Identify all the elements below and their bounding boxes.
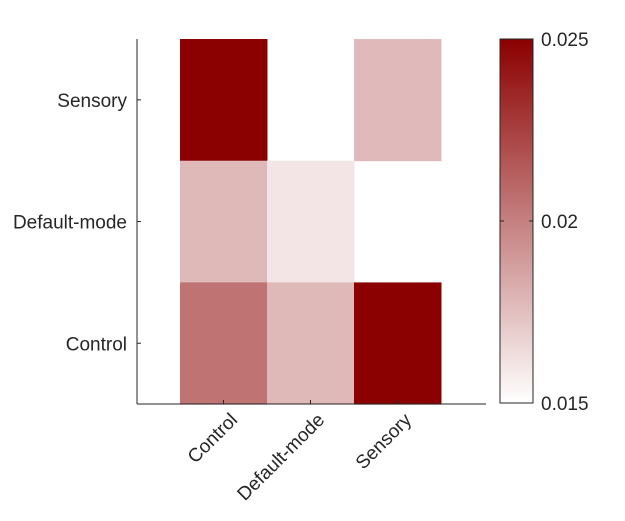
y-tick-labels: Sensory Default-mode Control [13,91,128,355]
colorbar-tick-label: 0.02 [541,212,578,233]
y-tick-label: Control [66,334,127,355]
colorbar: 0.015 0.02 0.025 [499,30,589,415]
colorbar-tick-label: 0.025 [541,30,589,51]
heatmap-cell-sensory-control [180,39,268,162]
y-tick-label: Sensory [57,91,127,112]
x-tick-label: Sensory [352,409,416,473]
heatmap-cell-control-sensory [354,282,442,405]
heatmap-axes [136,39,486,405]
heatmap-cell-control-control [180,282,268,405]
y-tick-label: Default-mode [13,213,127,234]
colorbar-tick-label: 0.015 [541,394,589,415]
heatmap-cell-default-mode-default-mode [267,160,355,283]
heatmap-cell-control-default-mode [267,282,355,405]
heatmap-cell-sensory-sensory [354,39,442,162]
heatmap-cells [180,39,442,405]
heatmap-cell-default-mode-control [180,160,268,283]
colorbar-gradient [499,38,534,404]
x-tick-label: Control [184,410,242,468]
x-tick-label: Default-mode [234,410,330,506]
